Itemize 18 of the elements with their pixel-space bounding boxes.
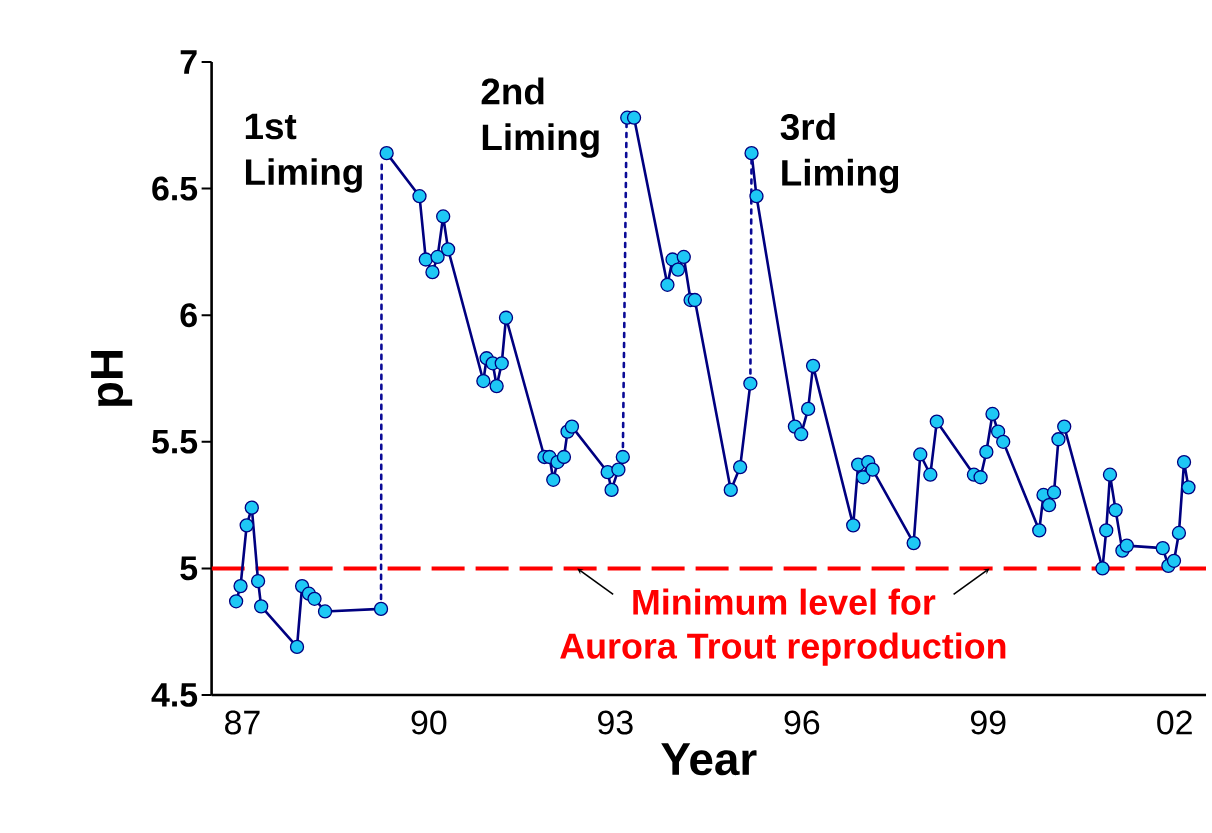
- y-axis-title: pH: [91, 351, 133, 407]
- annotation: 3rd Liming: [780, 112, 899, 194]
- ref-line-label: Minimum level for Aurora Trout reproduction: [560, 588, 1006, 666]
- y-tick-label: 4.5: [151, 683, 198, 707]
- annotation: 2nd Liming: [481, 77, 599, 158]
- x-tick-label: 02: [1157, 710, 1192, 735]
- x-tick-label: 90: [411, 710, 447, 735]
- annotation: 1st Liming: [245, 113, 362, 193]
- x-axis-title: Year: [661, 743, 757, 776]
- y-tick-label: 7: [180, 50, 197, 74]
- y-tick-label: 6: [180, 303, 197, 328]
- x-tick-label: 87: [225, 710, 260, 735]
- y-tick-label: 6.5: [152, 176, 198, 201]
- x-tick-label: 96: [784, 710, 820, 735]
- x-tick-label: 99: [970, 710, 1006, 735]
- y-tick-label: 5: [180, 556, 198, 581]
- x-tick-label: 93: [598, 710, 633, 735]
- y-tick-label: 5.5: [152, 429, 198, 454]
